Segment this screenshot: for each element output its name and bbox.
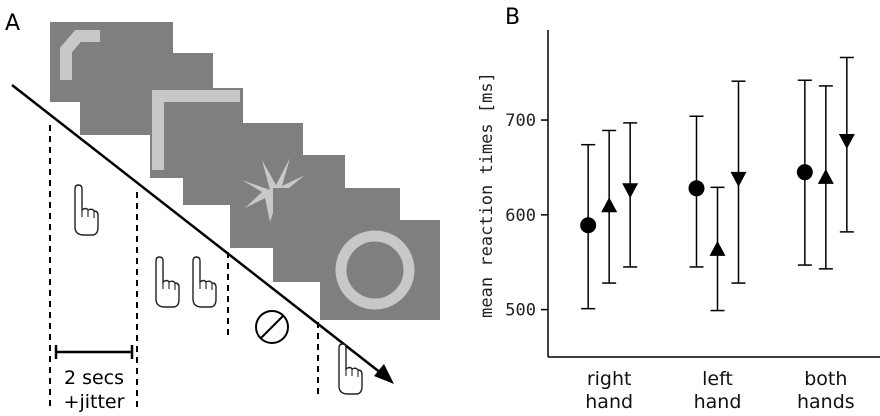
y-axis-label: mean reaction times [ms] bbox=[477, 72, 497, 318]
marker bbox=[731, 172, 747, 187]
y-tick-label: 500 bbox=[505, 301, 536, 321]
duration-label: 2 secs bbox=[64, 367, 124, 389]
x-tick-label: right hand bbox=[585, 368, 633, 414]
y-tick-label: 700 bbox=[505, 111, 536, 131]
panel-label: A bbox=[5, 11, 20, 36]
jitter-label: +jitter bbox=[64, 391, 125, 413]
marker bbox=[839, 134, 855, 149]
marker bbox=[601, 197, 617, 212]
y-tick-label: 600 bbox=[505, 206, 536, 226]
marker bbox=[710, 241, 726, 256]
x-tick-label: both hands bbox=[797, 368, 855, 414]
marker bbox=[818, 169, 834, 184]
marker bbox=[580, 217, 596, 233]
marker bbox=[689, 180, 705, 196]
page: A 2 secs +jitter B bbox=[0, 0, 880, 416]
panel-a: A 2 secs +jitter bbox=[0, 11, 440, 416]
marker bbox=[622, 183, 638, 198]
x-tick-label: left hand bbox=[694, 368, 742, 414]
panel-label: B bbox=[505, 5, 520, 30]
marker bbox=[797, 164, 813, 180]
figure: A 2 secs +jitter B bbox=[0, 0, 880, 416]
